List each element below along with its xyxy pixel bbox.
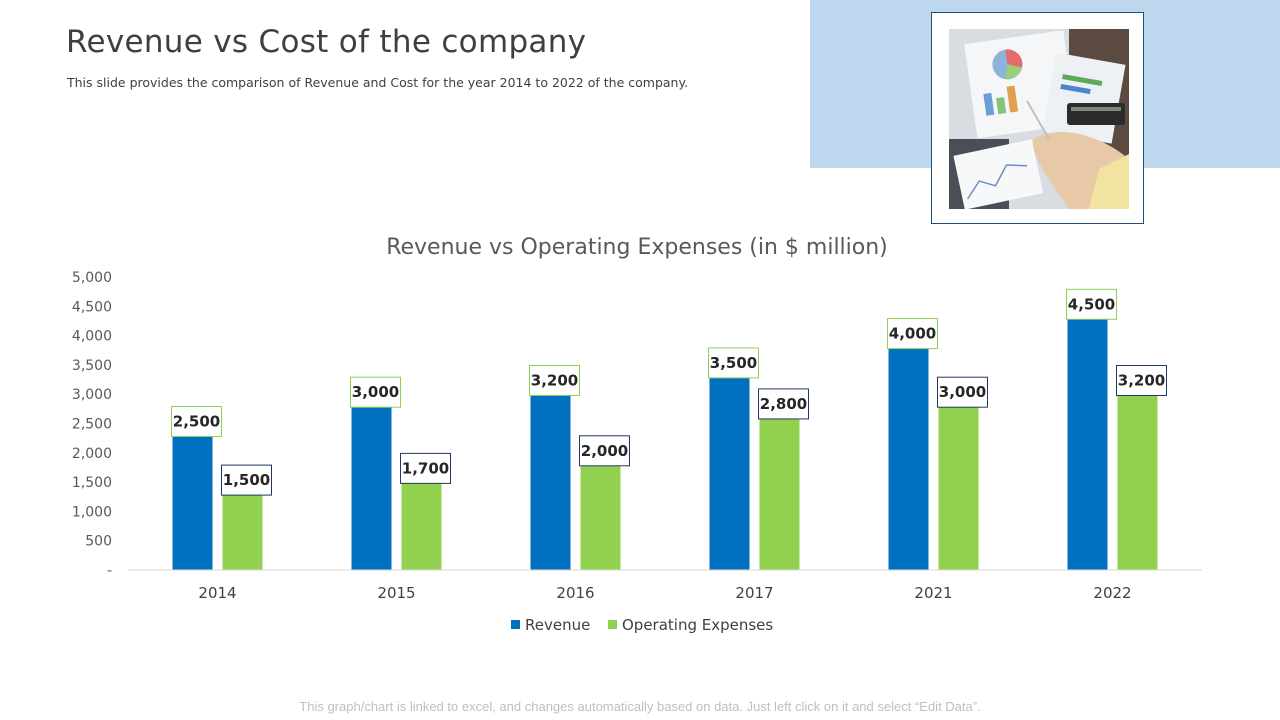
x-axis: 2014 2015 2016 2017 2021 2022 — [128, 569, 1202, 602]
revenue-bar-2014 — [172, 423, 213, 570]
data-label: 3,000 — [939, 383, 986, 401]
y-tick-label: 1,000 — [72, 504, 112, 520]
revenue-bar-2021 — [888, 335, 929, 570]
legend-label-expenses: Operating Expenses — [622, 616, 773, 634]
data-label-box — [350, 376, 401, 408]
legend-swatch-expenses — [608, 620, 617, 629]
data-label: 2,800 — [760, 395, 807, 413]
data-label: 1,700 — [402, 459, 449, 477]
y-tick-label: 4,500 — [72, 299, 112, 315]
y-tick-label: 2,000 — [72, 446, 112, 462]
data-label-box — [887, 318, 938, 350]
x-tick-label: 2021 — [914, 584, 952, 602]
photo-frame — [931, 12, 1144, 224]
x-tick-label: 2016 — [556, 584, 594, 602]
expenses-bar-2017 — [759, 405, 800, 570]
data-label: 4,500 — [1068, 295, 1115, 313]
data-label: 4,000 — [889, 325, 936, 343]
revenue-bar-2015 — [351, 394, 392, 570]
data-label-box — [758, 388, 809, 420]
data-label: 2,000 — [581, 442, 628, 460]
revenue-expenses-bar-chart: Revenue vs Operating Expenses (in $ mill… — [72, 235, 1202, 634]
data-label-box — [400, 452, 451, 484]
data-label-box — [1066, 288, 1117, 320]
y-tick-label: 3,500 — [72, 358, 112, 374]
y-tick-label: 500 — [85, 534, 112, 550]
y-tick-label: 2,500 — [72, 417, 112, 433]
bars: 2,500 1,500 3,000 1,700 3,200 2,000 3,500 2,800… — [171, 288, 1167, 570]
footnote: This graph/chart is linked to excel, and… — [299, 699, 981, 714]
chart-legend: Revenue Operating Expenses — [511, 616, 773, 634]
y-tick-label: 3,000 — [72, 387, 112, 403]
expenses-bar-2014 — [222, 482, 263, 570]
page-subtitle: This slide provides the comparison of Re… — [67, 75, 689, 90]
data-label: 3,000 — [352, 383, 399, 401]
legend-label-revenue: Revenue — [525, 616, 590, 634]
revenue-bar-2022 — [1067, 306, 1108, 570]
x-tick-label: 2017 — [735, 584, 773, 602]
y-tick-label: - — [107, 563, 112, 579]
page-title: Revenue vs Cost of the company — [66, 24, 587, 60]
data-label: 3,500 — [710, 354, 757, 372]
data-label: 3,200 — [531, 371, 578, 389]
expenses-bar-2021 — [938, 394, 979, 570]
data-label: 2,500 — [173, 413, 220, 431]
data-label-box — [1116, 364, 1167, 396]
data-label: 1,500 — [223, 471, 270, 489]
x-tick-label: 2014 — [198, 584, 236, 602]
revenue-bar-2017 — [709, 364, 750, 570]
y-tick-label: 4,000 — [72, 329, 112, 345]
data-label: 3,200 — [1118, 371, 1165, 389]
x-tick-label: 2015 — [377, 584, 415, 602]
expenses-bar-2015 — [401, 470, 442, 570]
y-tick-label: 5,000 — [72, 270, 112, 286]
x-tick-label: 2022 — [1093, 584, 1131, 602]
legend-swatch-revenue — [511, 620, 520, 629]
business-photo-image — [949, 29, 1129, 209]
revenue-bar-2016 — [530, 382, 571, 570]
y-axis: - 500 1,000 1,500 2,000 2,500 3,000 3,500 4,000 4… — [72, 270, 112, 579]
expenses-bar-2022 — [1117, 382, 1158, 570]
expenses-bar-2016 — [580, 452, 621, 570]
data-label-box — [171, 406, 222, 437]
data-label-box — [529, 364, 580, 396]
data-label-box — [708, 347, 759, 379]
data-label-box — [579, 435, 630, 467]
data-label-box — [221, 464, 272, 496]
y-tick-label: 1,500 — [72, 475, 112, 491]
data-label-box — [937, 376, 988, 408]
chart-title: Revenue vs Operating Expenses (in $ mill… — [386, 235, 888, 260]
